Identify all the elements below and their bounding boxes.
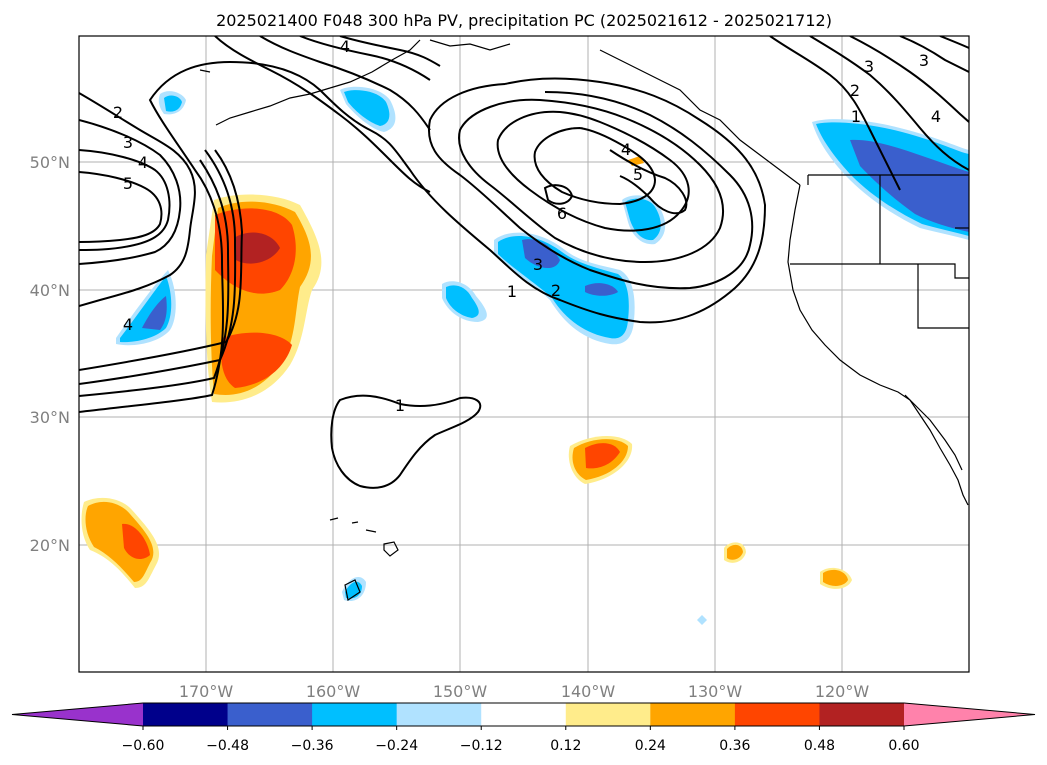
lat-label-30n: 30°N [30, 408, 70, 427]
pv-contour-6 [543, 184, 574, 205]
pv-label-1-south: 1 [395, 396, 405, 415]
lat-label-20n: 20°N [30, 536, 70, 555]
colorbar-segment [565, 703, 651, 726]
pv-label-3-west: 3 [123, 133, 133, 152]
pv-contours [79, 36, 969, 489]
colorbar-extend-min [12, 703, 143, 726]
pv-label-3-ne: 3 [864, 57, 874, 76]
colorbar-tick-label: −0.48 [206, 738, 249, 754]
hawaii-islands [329, 517, 399, 601]
colorbar-tick-label: 0.24 [635, 738, 666, 754]
colorbar-segment [396, 703, 482, 726]
pv-label-2-west: 2 [113, 103, 123, 122]
pv-label-5-west: 5 [123, 174, 133, 193]
pv-label-4-lower: 4 [123, 315, 133, 334]
lat-label-40n: 40°N [30, 281, 70, 300]
pv-label-4-central: 4 [621, 140, 631, 159]
lat-label-50n: 50°N [30, 153, 70, 172]
lat-labels: 50°N 40°N 30°N 20°N [30, 153, 70, 555]
colorbar: −0.60 −0.48 −0.36 −0.24 −0.12 0.12 0.24 0.36 0.4… [11, 702, 1036, 754]
precip-negative [116, 86, 969, 625]
colorbar-segment [227, 703, 313, 726]
colorbar-tick-label: −0.36 [291, 738, 334, 754]
map-frame [78, 35, 970, 673]
colorbar-segment [143, 703, 229, 726]
pv-label-6-central: 6 [557, 204, 567, 223]
lon-label-170w: 170°W [179, 682, 234, 701]
pv-label-1-central: 1 [507, 282, 517, 301]
pv-label-5-central: 5 [633, 165, 643, 184]
pv-label-1-ne: 1 [851, 107, 861, 126]
pv-label-2-central: 2 [551, 281, 561, 300]
lon-label-120w: 120°W [815, 682, 870, 701]
colorbar-tick-label: 0.60 [888, 738, 919, 754]
lon-label-150w: 150°W [433, 682, 488, 701]
colorbar-tick-label: 0.36 [719, 738, 750, 754]
colorbar-segment [481, 703, 567, 726]
lon-labels: 170°W 160°W 150°W 140°W 130°W 120°W [179, 682, 870, 701]
pv-label-4-ne: 4 [931, 107, 941, 126]
colorbar-segment [734, 703, 820, 726]
colorbar-segment [650, 703, 736, 726]
colorbar-segment [819, 703, 905, 726]
colorbar-tick-label: 0.48 [804, 738, 835, 754]
pv-label-3-ne2: 3 [919, 51, 929, 70]
lon-label-130w: 130°W [688, 682, 743, 701]
pv-label-4-west: 4 [138, 153, 148, 172]
pv-label-4-north: 4 [340, 37, 350, 56]
map-panel: 2 3 4 5 4 4 1 1 2 3 4 5 6 3 3 2 1 4 [30, 35, 970, 701]
pv-label-2-ne: 2 [850, 81, 860, 100]
pv-contour-1 [79, 60, 767, 413]
lon-label-160w: 160°W [306, 682, 361, 701]
colorbar-tick-label: 0.12 [550, 738, 581, 754]
colorbar-segment [312, 703, 398, 726]
colorbar-tick-label: −0.60 [122, 738, 165, 754]
figure-title: 2025021400 F048 300 hPa PV, precipitatio… [216, 11, 832, 30]
colorbar-tick-label: −0.24 [375, 738, 418, 754]
colorbar-tick-label: −0.12 [460, 738, 503, 754]
pv-contour-closed-1 [330, 394, 482, 489]
pv-contour-labels: 2 3 4 5 4 4 1 1 2 3 4 5 6 3 3 2 1 4 [113, 37, 941, 415]
lon-label-140w: 140°W [561, 682, 616, 701]
colorbar-extend-max [904, 703, 1035, 726]
pv-label-3-central: 3 [533, 255, 543, 274]
